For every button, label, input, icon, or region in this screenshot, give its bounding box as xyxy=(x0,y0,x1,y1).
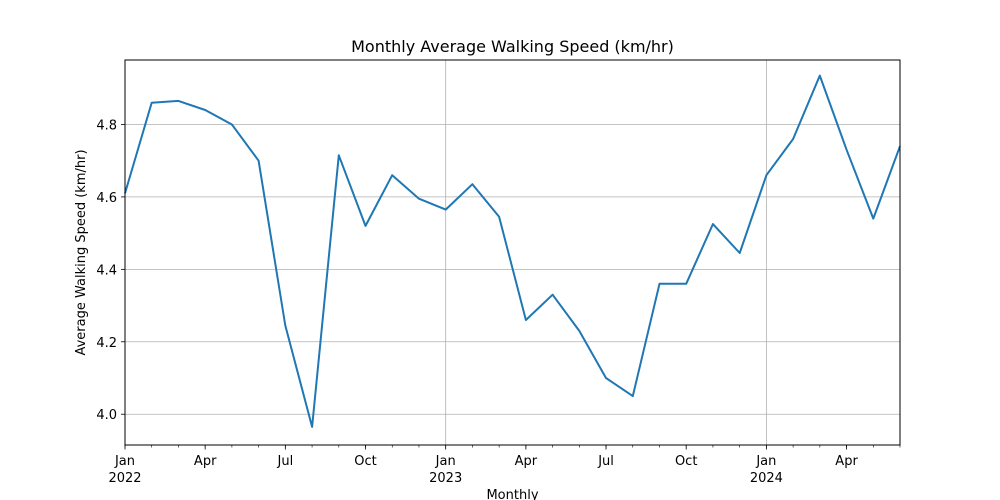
y-tick-label: 4.2 xyxy=(96,336,117,351)
x-tick-label: Apr xyxy=(194,454,217,469)
x-tick-label: Jan xyxy=(114,454,135,469)
x-tick-label: Jul xyxy=(597,454,614,469)
y-tick-label: 4.6 xyxy=(96,191,117,206)
y-tick-label: 4.8 xyxy=(96,118,117,133)
y-axis-ticks: 4.0 4.2 4.4 4.6 4.8 xyxy=(96,118,125,423)
x-tick-year-label: 2024 xyxy=(750,471,783,486)
x-tick-label: Jan xyxy=(755,454,776,469)
y-tick-label: 4.4 xyxy=(96,263,117,278)
x-axis-ticks: Jan 2022 Apr Jul Oct Jan 2023 Apr Jul Oct Jan 2024 A… xyxy=(108,445,901,486)
series-group xyxy=(124,74,901,428)
x-tick-label: Apr xyxy=(515,454,538,469)
x-tick-label: Jan xyxy=(435,454,456,469)
x-tick-year-label: 2023 xyxy=(429,471,462,486)
plot-area-frame xyxy=(124,59,901,446)
x-tick-label: Jul xyxy=(277,454,294,469)
x-axis-title: Monthly xyxy=(486,488,538,500)
y-tick-label: 4.0 xyxy=(96,408,117,423)
x-tick-year-label: 2022 xyxy=(108,471,141,486)
x-tick-label: Oct xyxy=(354,454,376,469)
x-tick-label: Oct xyxy=(675,454,697,469)
x-tick-label: Apr xyxy=(835,454,858,469)
series-line xyxy=(124,74,901,428)
y-axis-title: Average Walking Speed (km/hr) xyxy=(74,149,89,355)
chart-title: Monthly Average Walking Speed (km/hr) xyxy=(351,37,674,56)
